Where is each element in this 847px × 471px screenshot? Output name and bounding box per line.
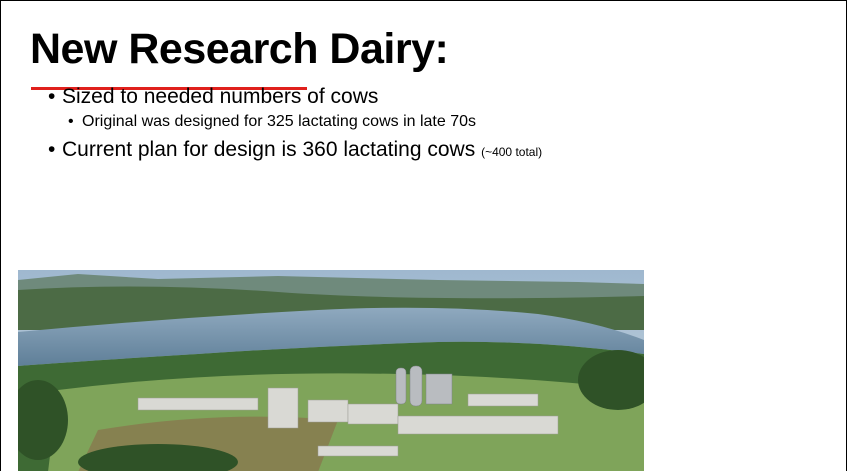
underline xyxy=(31,87,307,90)
sub-bullet: • Original was designed for 325 lactating… xyxy=(68,113,476,130)
bullet-note: (~400 total) xyxy=(481,145,543,159)
bullet: • Sized to needed numbers of cows xyxy=(48,85,379,108)
aerial-photo xyxy=(18,270,644,471)
bullet-text: Sized to needed numbers of cows xyxy=(62,85,379,108)
bullet-text: Current plan for design is 360 lactating… xyxy=(62,138,476,161)
slide-title: New Research Dairy: xyxy=(30,25,449,73)
sub-bullet-text: Original was designed for 325 lactating … xyxy=(82,113,476,130)
bullet: • Current plan for design is 360 lactatin… xyxy=(48,138,543,161)
